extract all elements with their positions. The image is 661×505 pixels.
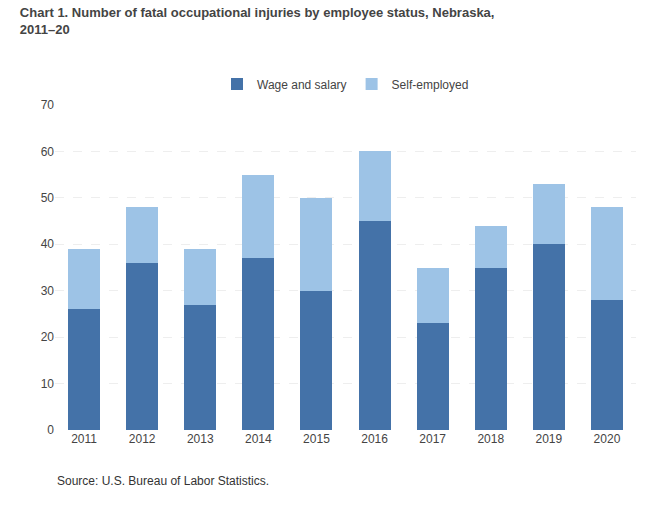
svg-text:Wage and salary: Wage and salary	[257, 78, 347, 92]
svg-text:2019: 2019	[535, 432, 562, 446]
svg-text:2012: 2012	[129, 432, 156, 446]
svg-text:60: 60	[41, 145, 55, 159]
svg-text:50: 50	[41, 191, 55, 205]
svg-text:Self-employed: Self-employed	[392, 78, 469, 92]
svg-text:2014: 2014	[245, 432, 272, 446]
svg-text:2018: 2018	[477, 432, 504, 446]
svg-text:30: 30	[41, 284, 55, 298]
svg-text:10: 10	[41, 377, 55, 391]
svg-text:Source: U.S. Bureau of Labor S: Source: U.S. Bureau of Labor Statistics.	[57, 474, 269, 488]
svg-text:2016: 2016	[361, 432, 388, 446]
svg-text:2011: 2011	[71, 432, 97, 446]
svg-text:0: 0	[47, 423, 54, 437]
svg-text:2020: 2020	[594, 432, 621, 446]
svg-text:40: 40	[41, 237, 55, 251]
svg-text:2015: 2015	[303, 432, 330, 446]
svg-text:Chart 1. Number of fatal occup: Chart 1. Number of fatal occupational in…	[20, 5, 495, 37]
svg-text:70: 70	[41, 98, 55, 112]
svg-text:20: 20	[41, 330, 55, 344]
svg-text:2017: 2017	[419, 432, 446, 446]
svg-text:2013: 2013	[187, 432, 214, 446]
